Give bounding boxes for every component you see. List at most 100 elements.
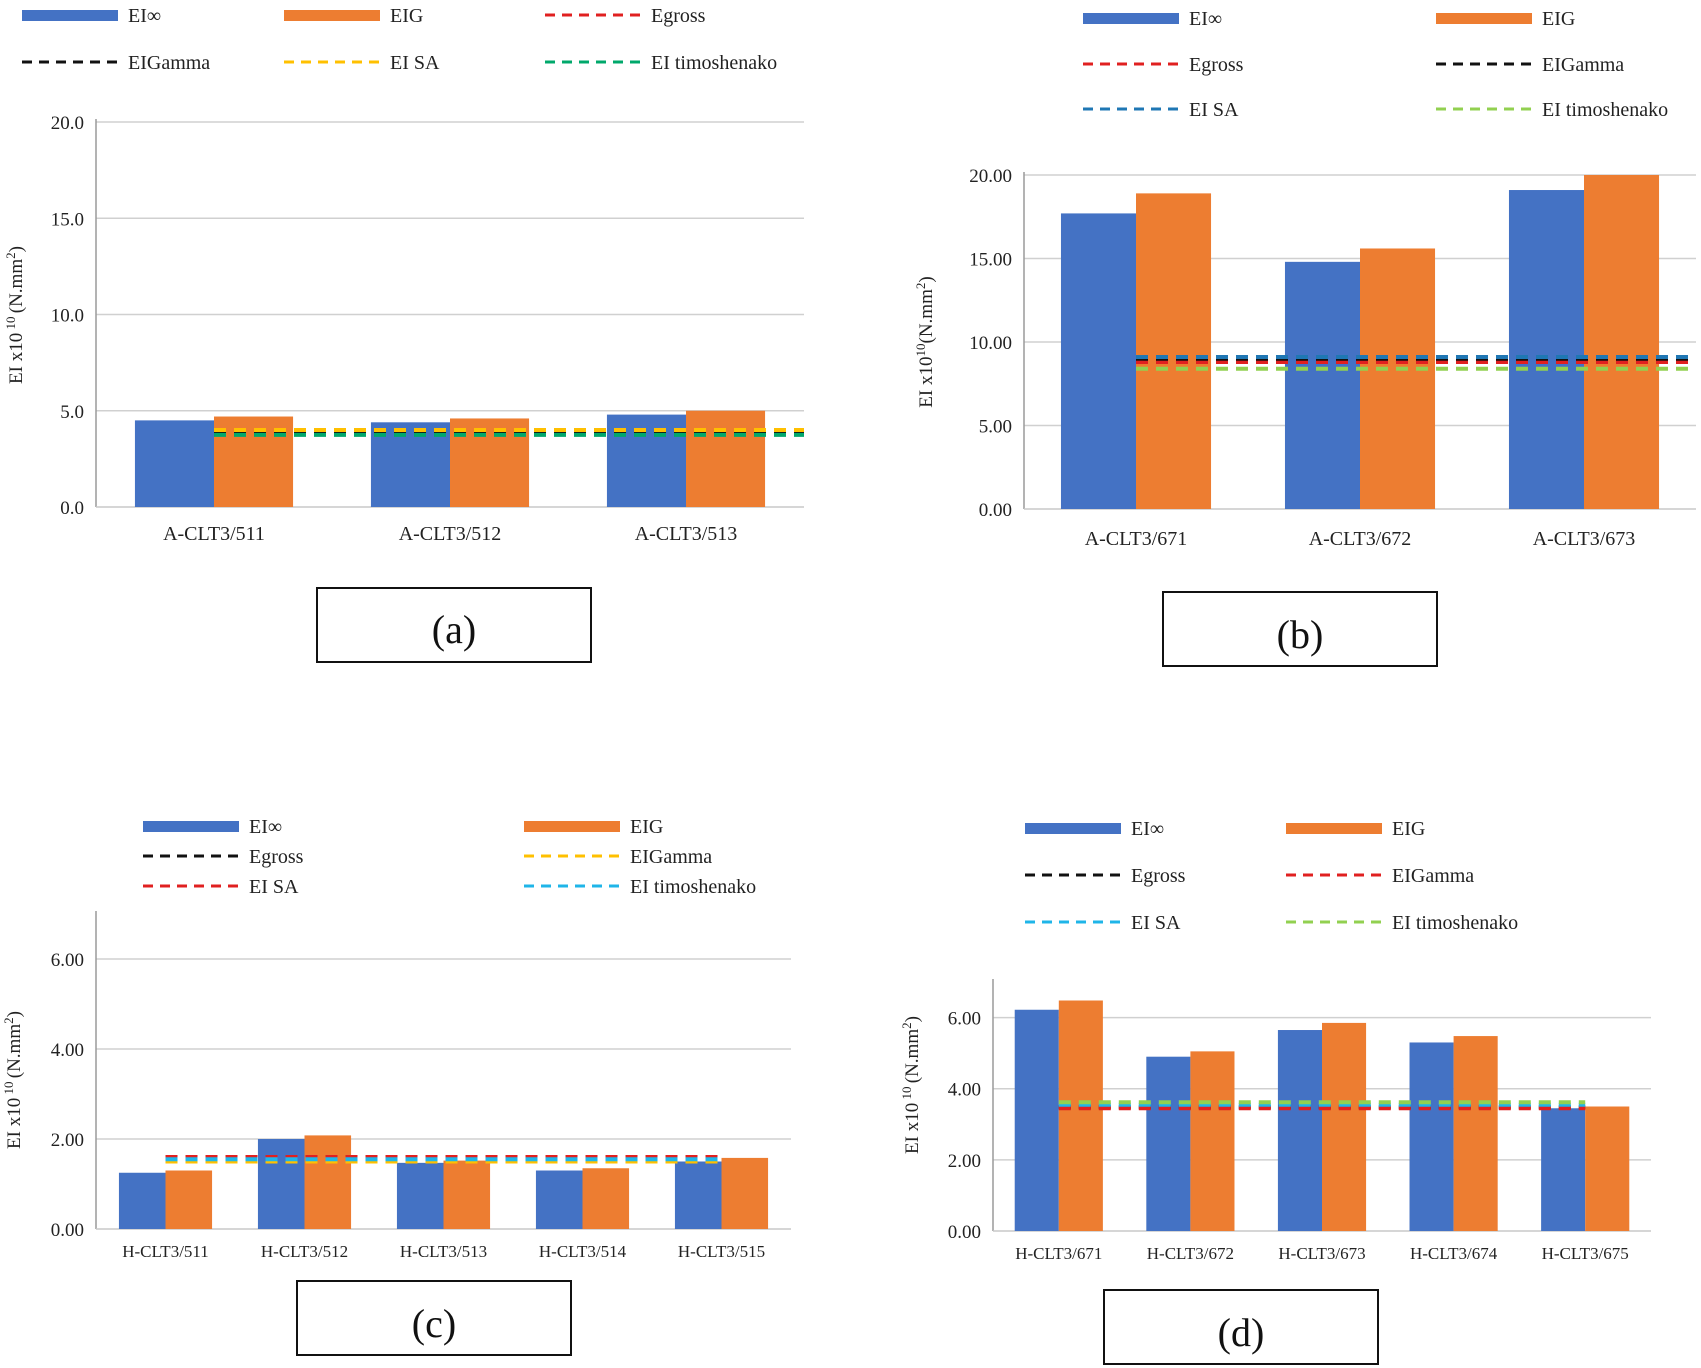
legend-label: EIG xyxy=(390,5,423,27)
y-tick-label: 5.0 xyxy=(60,402,84,423)
caption-label: (c) xyxy=(412,1301,456,1346)
category-label: A-CLT3/511 xyxy=(163,523,265,545)
bar-ei-inf xyxy=(1284,261,1360,509)
legend-label: EIGamma xyxy=(1542,54,1624,76)
legend-item: EIG xyxy=(1436,8,1575,30)
legend-label: EI SA xyxy=(249,876,299,898)
legend-label: EIGamma xyxy=(1392,865,1474,887)
legend-item: EIGamma xyxy=(1286,865,1474,887)
legend-label: EI∞ xyxy=(1131,818,1164,840)
bar-eig xyxy=(1190,1051,1235,1231)
bar-ei-inf xyxy=(1508,190,1584,509)
legend-label: EI SA xyxy=(1131,912,1181,934)
category-label: H-CLT3/511 xyxy=(122,1242,209,1261)
y-axis-label: EI x10 10 (N.mm2) xyxy=(899,1016,923,1154)
y-tick-label: 4.00 xyxy=(51,1040,84,1061)
category-label: H-CLT3/671 xyxy=(1015,1244,1102,1263)
category-label: H-CLT3/515 xyxy=(678,1242,765,1261)
legend-label: EIG xyxy=(630,816,663,838)
category-label: H-CLT3/673 xyxy=(1278,1244,1365,1263)
y-tick-label: 2.00 xyxy=(51,1130,84,1151)
chart-c: EI∞ EIG Egross EIGamma EI SA EI timoshenako 0.… xyxy=(1,816,791,1356)
legend: EI∞ EIG Egross EIGamma EI SA EI timoshenako xyxy=(1083,8,1668,121)
bar-eig xyxy=(1585,1106,1630,1231)
legend-label: EI timoshenako xyxy=(651,52,777,74)
bar-eig xyxy=(582,1168,630,1229)
legend-item: EIG xyxy=(524,816,663,838)
legend: EI∞ EIG Egross EIGamma EI SA EI timoshenako xyxy=(143,816,756,898)
legend-swatch-bar xyxy=(1286,823,1382,834)
caption-label: (b) xyxy=(1277,612,1324,657)
legend-swatch-bar xyxy=(1025,823,1121,834)
category-label: A-CLT3/673 xyxy=(1533,528,1636,550)
legend-label: EIG xyxy=(1392,818,1425,840)
y-axis-label: EI x10 10 (N.mm2) xyxy=(3,246,27,384)
bar-ei-inf xyxy=(1146,1056,1191,1231)
legend-label: Egross xyxy=(651,5,706,27)
bar-eig xyxy=(165,1170,213,1229)
legend-item: EI∞ xyxy=(143,816,282,838)
legend-label: Egross xyxy=(1131,865,1186,887)
bar-ei-inf xyxy=(396,1162,444,1229)
legend-item: Egross xyxy=(1025,865,1186,887)
legend-swatch-bar xyxy=(1083,13,1179,24)
legend-label: EI timoshenako xyxy=(1542,99,1668,121)
legend-swatch-bar xyxy=(22,10,118,21)
legend-item: EI∞ xyxy=(22,5,161,27)
caption-box xyxy=(1162,591,1438,667)
legend-item: EI SA xyxy=(284,52,440,74)
legend-label: EI SA xyxy=(390,52,440,74)
y-tick-label: 15.0 xyxy=(51,209,84,230)
y-tick-label: 2.00 xyxy=(948,1151,981,1172)
chart-b: EI∞ EIG Egross EIGamma EI SA EI timoshenako 0.… xyxy=(913,8,1696,667)
legend-label: Egross xyxy=(249,846,304,868)
y-tick-label: 0.00 xyxy=(948,1222,981,1243)
y-tick-label: 5.00 xyxy=(979,417,1012,438)
legend-swatch-bar xyxy=(143,821,239,832)
legend-item: EI timoshenako xyxy=(545,52,777,74)
category-label: H-CLT3/512 xyxy=(261,1242,348,1261)
category-label: H-CLT3/514 xyxy=(539,1242,627,1261)
y-tick-label: 0.0 xyxy=(60,498,84,519)
y-tick-label: 4.00 xyxy=(948,1080,981,1101)
legend-label: EI∞ xyxy=(1189,8,1222,30)
legend-label: EIGamma xyxy=(128,52,210,74)
bar-eig xyxy=(443,1160,491,1229)
bars: H-CLT3/511 H-CLT3/512 H-CLT3/513 H-CLT3/514… xyxy=(118,1135,769,1261)
legend-label: EIG xyxy=(1542,8,1575,30)
category-label: H-CLT3/674 xyxy=(1410,1244,1498,1263)
bar-eig xyxy=(1360,248,1436,510)
y-tick-label: 0.00 xyxy=(979,500,1012,521)
legend-item: EI∞ xyxy=(1025,818,1164,840)
legend-item: EIGamma xyxy=(524,846,712,868)
legend-swatch-bar xyxy=(524,821,620,832)
bar-eig xyxy=(304,1135,352,1229)
legend-item: EI timoshenako xyxy=(1436,99,1668,121)
bar-ei-inf xyxy=(118,1172,166,1229)
y-tick-label: 15.00 xyxy=(969,250,1012,271)
reference-lines xyxy=(165,1155,722,1164)
legend-label: EI timoshenako xyxy=(630,876,756,898)
bar-ei-inf xyxy=(535,1170,583,1229)
y-tick-label: 10.00 xyxy=(969,333,1012,354)
chart-d: EI∞ EIG Egross EIGamma EI SA EI timoshenako 0.… xyxy=(899,818,1651,1365)
legend-item: EI timoshenako xyxy=(1286,912,1518,934)
legend-item: EI SA xyxy=(1025,912,1181,934)
bar-eig xyxy=(1453,1036,1498,1231)
y-tick-label: 20.00 xyxy=(969,166,1012,187)
legend-label: Egross xyxy=(1189,54,1244,76)
bars: H-CLT3/671 H-CLT3/672 H-CLT3/673 H-CLT3/674… xyxy=(1014,1000,1630,1263)
legend-item: EI SA xyxy=(1083,99,1239,121)
legend-item: Egross xyxy=(143,846,304,868)
category-label: A-CLT3/513 xyxy=(635,523,738,545)
y-tick-label: 10.0 xyxy=(51,306,84,327)
reference-lines xyxy=(1058,1100,1586,1111)
caption-box xyxy=(316,587,592,663)
bars: A-CLT3/511 A-CLT3/512 A-CLT3/513 xyxy=(134,410,766,545)
legend-label: EI SA xyxy=(1189,99,1239,121)
legend-item: EIGamma xyxy=(22,52,210,74)
category-label: H-CLT3/513 xyxy=(400,1242,487,1261)
y-axis-label: EI x1010(N.mm2) xyxy=(913,276,937,407)
bar-ei-inf xyxy=(134,420,214,507)
legend: EI∞ EIG Egross EIGamma EI SA EI timoshenako xyxy=(1025,818,1518,934)
